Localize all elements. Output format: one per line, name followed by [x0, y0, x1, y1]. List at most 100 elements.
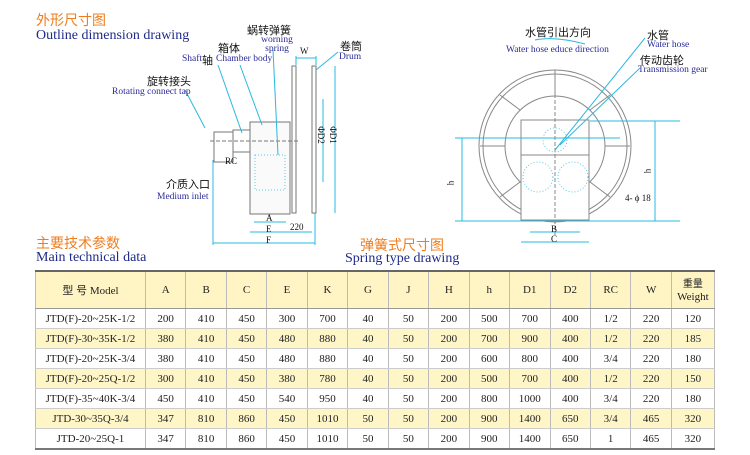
- value-cell: 50: [347, 428, 389, 450]
- value-cell: 380: [266, 368, 308, 389]
- model-cell: JTD(F)-30~35K-1/2: [35, 328, 146, 349]
- dim-w: W: [300, 46, 309, 56]
- value-cell: 800: [468, 388, 511, 409]
- value-cell: 320: [670, 428, 716, 450]
- water-hose-label-en: Water hose: [647, 40, 690, 50]
- value-cell: 40: [347, 348, 389, 369]
- weight-en: Weight: [677, 290, 709, 303]
- column-header: C: [225, 271, 268, 309]
- value-cell: 450: [266, 408, 308, 429]
- transmission-gear-label-cn: 传动齿轮: [640, 54, 684, 67]
- column-header: W: [630, 271, 672, 309]
- model-cell: JTD(F)-20~25K-1/2: [35, 308, 146, 329]
- value-cell: 700: [509, 368, 551, 389]
- value-cell: 450: [225, 388, 268, 409]
- value-cell: 50: [387, 428, 430, 450]
- value-cell: 40: [347, 328, 389, 349]
- rotating-tap-label-cn: 旋转接头: [147, 75, 191, 88]
- water-hose-label-cn: 水管: [647, 29, 669, 42]
- value-cell: 650: [549, 408, 591, 429]
- value-cell: 50: [387, 348, 430, 369]
- shaft-label-en: Shaft: [182, 54, 203, 64]
- spring-drawing: [455, 37, 680, 243]
- value-cell: 220: [630, 388, 672, 409]
- value-cell: 200: [428, 408, 470, 429]
- value-cell: 400: [549, 348, 591, 369]
- value-cell: 120: [670, 308, 716, 329]
- dim-f: F: [266, 235, 272, 245]
- worming-spring-label-cn: 蜗转弹簧: [247, 24, 291, 37]
- value-cell: 1/2: [589, 368, 632, 389]
- value-cell: 600: [468, 348, 511, 369]
- table-row: JTD(F)-30~35K-1/2 380 410 450 480 880 40 50 200 7…: [35, 328, 716, 349]
- medium-inlet-label-cn: 介质入口: [166, 178, 210, 191]
- value-cell: 220: [630, 368, 672, 389]
- educe-direction-label-en: Water hose educe direction: [506, 45, 609, 55]
- value-cell: 3/4: [589, 348, 632, 369]
- value-cell: 220: [630, 348, 672, 369]
- model-cell: JTD(F)-20~25Q-1/2: [35, 368, 146, 389]
- dim-d1: ΦD1: [327, 126, 338, 144]
- value-cell: 40: [347, 368, 389, 389]
- value-cell: 450: [266, 428, 308, 450]
- value-cell: 3/4: [589, 388, 632, 409]
- value-cell: 900: [468, 408, 511, 429]
- value-cell: 347: [144, 408, 187, 429]
- table-row: JTD(F)-20~25Q-1/2 300 410 450 380 780 40 50 200 5…: [35, 368, 716, 389]
- value-cell: 180: [670, 348, 716, 369]
- chamber-label-en: Chamber body: [216, 54, 273, 64]
- value-cell: 410: [185, 368, 227, 389]
- value-cell: 810: [185, 408, 227, 429]
- value-cell: 1/2: [589, 308, 632, 329]
- model-cell: JTD-30~35Q-3/4: [35, 408, 146, 429]
- column-header: H: [428, 271, 470, 309]
- column-header: B: [185, 271, 227, 309]
- spring-title-cn: 弹簧式尺寸图: [360, 238, 444, 254]
- column-header: K: [306, 271, 349, 309]
- value-cell: 380: [144, 348, 187, 369]
- value-cell: 500: [468, 368, 511, 389]
- value-cell: 400: [549, 308, 591, 329]
- dim-rc: RC: [225, 156, 238, 166]
- outline-title-en: Outline dimension drawing: [36, 28, 190, 43]
- value-cell: 400: [549, 368, 591, 389]
- value-cell: 347: [144, 428, 187, 450]
- table-row: JTD(F)-20~25K-1/2 200 410 450 300 700 40 50 200 5…: [35, 308, 716, 329]
- value-cell: 900: [468, 428, 511, 450]
- value-cell: 150: [670, 368, 716, 389]
- value-cell: 400: [549, 328, 591, 349]
- value-cell: 1400: [509, 408, 551, 429]
- value-cell: 780: [306, 368, 349, 389]
- value-cell: 200: [428, 328, 470, 349]
- value-cell: 50: [387, 388, 430, 409]
- value-cell: 810: [185, 428, 227, 450]
- medium-inlet-label-en: Medium inlet: [157, 192, 209, 202]
- value-cell: 450: [225, 328, 268, 349]
- dim-e: E: [266, 224, 272, 234]
- dim-holes: 4- ϕ 18: [625, 193, 651, 203]
- value-cell: 50: [387, 328, 430, 349]
- value-cell: 200: [428, 348, 470, 369]
- value-cell: 200: [428, 368, 470, 389]
- value-cell: 1/2: [589, 328, 632, 349]
- tech-title-cn: 主要技术参数: [36, 236, 120, 252]
- value-cell: 450: [144, 388, 187, 409]
- value-cell: 500: [468, 308, 511, 329]
- value-cell: 880: [306, 348, 349, 369]
- value-cell: 650: [549, 428, 591, 450]
- outline-title-cn: 外形尺寸图: [36, 13, 106, 29]
- spring-title-en: Spring type drawing: [345, 251, 460, 266]
- column-header: E: [266, 271, 308, 309]
- value-cell: 200: [144, 308, 187, 329]
- value-cell: 1400: [509, 428, 551, 450]
- value-cell: 1: [589, 428, 632, 450]
- value-cell: 50: [387, 368, 430, 389]
- value-cell: 400: [549, 388, 591, 409]
- table-row: JTD(F)-20~25K-3/4 380 410 450 480 880 40 50 200 6…: [35, 348, 716, 369]
- value-cell: 200: [428, 388, 470, 409]
- value-cell: 185: [670, 328, 716, 349]
- value-cell: 410: [185, 388, 227, 409]
- value-cell: 50: [387, 308, 430, 329]
- value-cell: 410: [185, 328, 227, 349]
- dim-c: C: [551, 234, 558, 244]
